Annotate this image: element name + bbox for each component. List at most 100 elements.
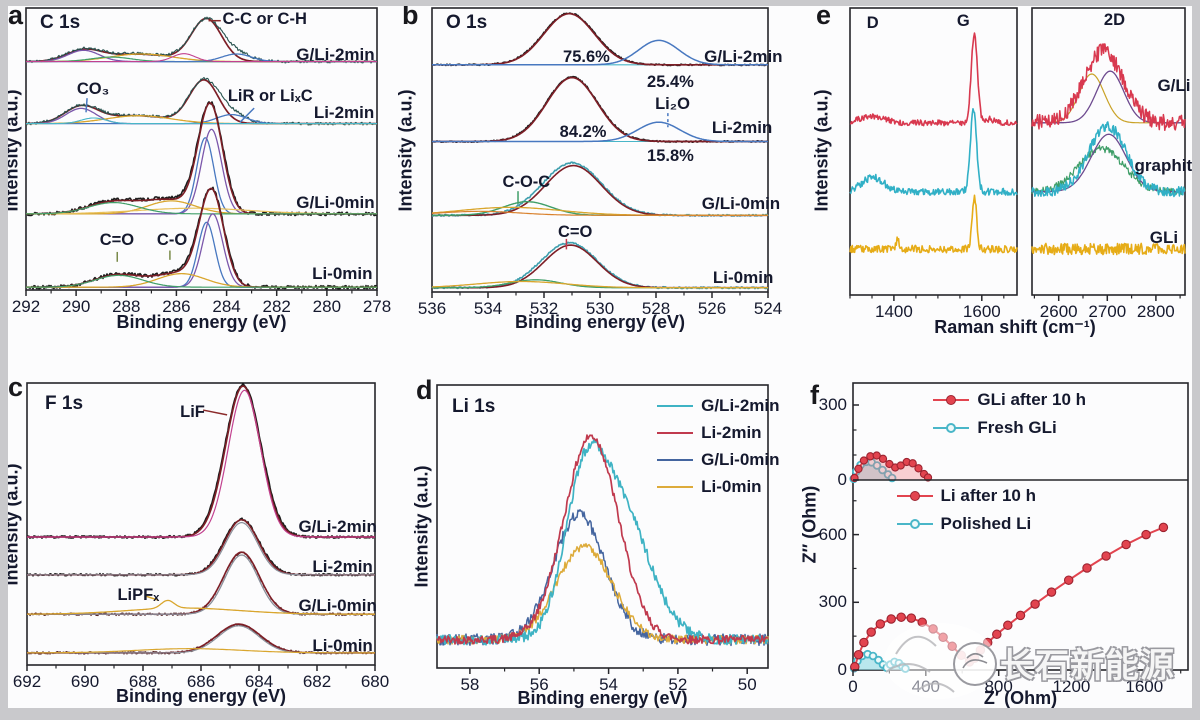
legend-line-icon: [657, 455, 694, 466]
spectrum-curve: [27, 648, 375, 654]
annotation: LiF: [180, 402, 205, 421]
data-point-marker: [1015, 610, 1026, 621]
x-tick-label: 690: [70, 672, 100, 691]
x-tick-label: 0: [848, 677, 858, 696]
panel-letter-a: a: [8, 0, 24, 30]
x-tick-label: 800: [984, 677, 1013, 696]
data-point-marker: [914, 464, 923, 473]
panel-a: 292 290 288 286 284 282 280 278 C-C or C-H CO₃ LiR…: [12, 7, 391, 316]
data-point-marker: [859, 637, 869, 648]
trace-label: Li-2min: [313, 102, 375, 122]
trace-label: Li-0min: [312, 635, 373, 655]
panel-b-xaxis-title: Binding energy (eV): [514, 312, 685, 332]
legend-label: Polished Li: [940, 514, 1032, 534]
data-point-marker: [896, 461, 905, 470]
panel-b: 536 534 532 530 528 526 524 75.6% 25.4% 84.2% Li₂O…: [418, 7, 783, 318]
y-tick-label: 600: [818, 524, 847, 544]
x-tick-label: 292: [11, 297, 41, 316]
x-tick-label: 692: [12, 672, 42, 691]
x-tick-label: 686: [186, 672, 216, 691]
panel-e-yaxis-title: Intensity (a.u.): [811, 89, 832, 212]
trace-label: G/Li-2min: [704, 46, 783, 66]
trace-label: G/Li-2min: [298, 517, 377, 537]
legend-line-icon: [657, 482, 694, 493]
legend-entry: Li-0min: [657, 477, 762, 497]
panel-e1: 1400 1600 D G: [849, 7, 1018, 321]
spectrum-curve: [432, 121, 768, 143]
data-point-marker: [875, 619, 886, 629]
x-tick-label: 288: [112, 297, 141, 316]
x-tick-label: 280: [312, 297, 342, 316]
legend-line-icon: [933, 395, 970, 406]
panel-a-chart: [25, 7, 378, 296]
panel-a-title: C 1s: [40, 12, 81, 33]
x-tick-label: 1400: [875, 302, 913, 321]
x-tick-label: 528: [641, 299, 671, 318]
y-tick-label: 300: [818, 395, 847, 414]
x-tick-label: 56: [529, 675, 549, 694]
spectrum-curve: [27, 522, 375, 576]
annotation: 84.2%: [559, 123, 607, 142]
data-point-marker: [928, 624, 938, 634]
y-tick-label: 300: [818, 592, 847, 612]
annotation: CO₃: [76, 79, 110, 98]
legend-line-icon: [657, 401, 694, 412]
data-point-marker: [1141, 529, 1151, 540]
x-tick-label: 536: [417, 299, 447, 318]
legend-label: Li-0min: [701, 477, 762, 497]
x-tick-label: 290: [61, 297, 91, 316]
data-point-marker: [878, 454, 888, 463]
trace-label: G/Li-0min: [701, 194, 781, 214]
data-point-marker: [938, 632, 948, 643]
data-point-marker: [1063, 575, 1074, 585]
legend-entry: Polished Li: [896, 514, 1032, 534]
x-tick-label: 286: [162, 297, 191, 316]
data-point-marker: [872, 451, 881, 460]
data-point-marker: [872, 461, 882, 470]
spectrum-curve: [436, 509, 769, 647]
panel-c: 692 690 688 686 684 682 680 LiF LiPFₓ G/Li-2min Li…: [13, 382, 389, 691]
panel-e1-chart: [849, 7, 1018, 301]
legend-entry: Li-2min: [657, 423, 762, 443]
legend-entry: G/Li-0min: [657, 450, 780, 470]
annotation: C=O: [99, 230, 135, 249]
data-point-marker: [1082, 563, 1092, 573]
panel-letter-b: b: [402, 0, 419, 30]
x-tick-label: 54: [599, 675, 619, 694]
annotation: 2D: [1103, 10, 1125, 29]
panel-d-title: Li 1s: [452, 396, 496, 417]
spectrum-curve: [432, 280, 768, 289]
legend-entry: GLi after 10 h: [933, 390, 1086, 410]
spectrum-curve: [27, 599, 375, 615]
trace-label: Li-0min: [712, 268, 774, 288]
data-point-marker: [982, 637, 993, 648]
panel-c-xaxis-title: Binding energy (eV): [115, 686, 286, 706]
annotation: 25.4%: [647, 73, 694, 92]
data-point-marker: [853, 649, 864, 660]
spectrum-curve: [436, 434, 769, 645]
data-point-marker: [947, 641, 957, 652]
data-point-marker: [906, 613, 917, 623]
data-point-marker: [917, 617, 927, 627]
legend-line-icon: [896, 519, 933, 530]
x-tick-label: 1200: [1052, 677, 1091, 696]
annotation: C-O-C: [502, 172, 551, 191]
panel-f: 300 0 GLi after 10 h Fresh GLi 600 300 0 Li aft…: [819, 382, 1189, 696]
legend-label: G/Li-0min: [701, 450, 780, 470]
trace-label: graphite: [1134, 156, 1200, 176]
annotation: C-O: [156, 230, 188, 249]
panel-c-yaxis-title: Intensity (a.u.): [1, 463, 22, 586]
spectrum-curve: [1031, 121, 1186, 198]
x-tick-label: 400: [911, 677, 940, 696]
panel-letter-f: f: [810, 380, 819, 410]
y-tick-label: 0: [837, 470, 847, 489]
spectrum-curve: [1031, 43, 1186, 132]
data-point-marker: [850, 662, 860, 672]
data-point-marker: [1003, 620, 1013, 631]
legend-marker-icon: [909, 519, 920, 530]
x-tick-label: 58: [460, 675, 480, 694]
data-point-marker: [1121, 539, 1131, 550]
spectrum-curve: [1031, 242, 1186, 256]
annotation: LiR or LiₓC: [227, 86, 313, 105]
